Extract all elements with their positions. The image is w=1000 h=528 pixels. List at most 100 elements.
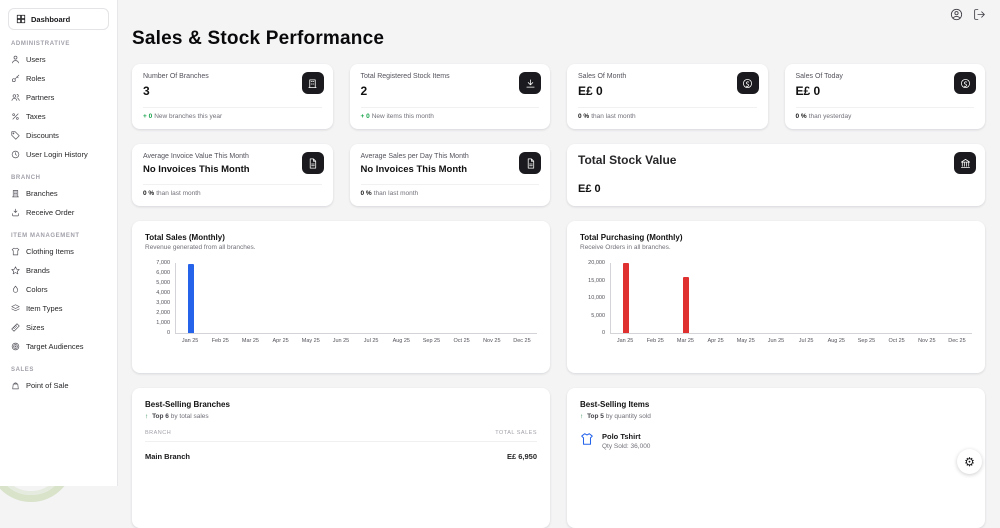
main-content: Sales & Stock Performance Number Of Bran… <box>117 0 1000 528</box>
total-purchasing-monthly-chart: Total Purchasing (Monthly) Receive Order… <box>567 221 985 373</box>
key-icon <box>11 74 20 83</box>
sidebar-item-item-types[interactable]: Item Types <box>0 299 117 318</box>
bar-slot <box>236 263 266 333</box>
bar-slot <box>761 263 791 333</box>
subtitle-strong: Top 6 <box>152 413 169 420</box>
bar-slot <box>356 263 386 333</box>
page-title: Sales & Stock Performance <box>132 28 385 49</box>
bar-slot <box>822 263 852 333</box>
card-value: No Invoices This Month <box>143 164 250 175</box>
x-tick-label: Mar 25 <box>241 338 259 344</box>
bar-slot <box>701 263 731 333</box>
delta-text: than last month <box>156 190 201 197</box>
plot-area: Jan 25 Feb 25 Mar 25 Apr 25 May 25 Jun 25 Jul … <box>610 263 972 344</box>
sidebar-item-colors[interactable]: Colors <box>0 280 117 299</box>
branch-name: Main Branch <box>145 452 191 461</box>
tag-icon <box>11 131 20 140</box>
section-label-sales: SALES <box>11 367 35 373</box>
sidebar-item-sizes[interactable]: Sizes <box>0 318 117 337</box>
x-tick-label: Jul 25 <box>798 338 814 344</box>
stat-cards-row-1: Number Of Branches 3 + 0 New branches thi… <box>132 64 985 129</box>
subtitle-rest: by total sales <box>170 413 209 420</box>
sidebar-item-roles[interactable]: Roles <box>0 69 117 88</box>
stat-card-average-invoice-value: Average Invoice Value This Month No Invo… <box>132 144 333 206</box>
tshirt-icon <box>581 433 593 445</box>
sidebar-item-taxes[interactable]: Taxes <box>0 107 117 126</box>
bar <box>623 263 630 333</box>
ruler-icon <box>11 323 20 332</box>
card-subtext: + 0 New items this month <box>360 107 539 120</box>
x-tick-label: Oct 25 <box>888 338 905 344</box>
x-tick-label: Nov 25 <box>483 338 501 344</box>
card-title: Number Of Branches <box>143 73 209 80</box>
sidebar-item-user-login-history[interactable]: User Login History <box>0 145 117 164</box>
x-tick-label: May 25 <box>736 338 755 344</box>
bar-slot <box>731 263 761 333</box>
sidebar-item-clothing-items[interactable]: Clothing Items <box>0 242 117 261</box>
total-sales-monthly-chart: Total Sales (Monthly) Revenue generated … <box>132 221 550 373</box>
branch-total: E£ 6,950 <box>506 452 537 461</box>
subtitle-rest: by quantity sold <box>605 413 651 420</box>
currency-chip-icon <box>954 72 976 94</box>
sidebar-brand-dashboard[interactable]: Dashboard <box>8 8 109 30</box>
table-row[interactable]: Main Branch E£ 6,950 <box>145 442 537 471</box>
stat-card-sales-of-month: Sales Of Month E£ 0 0 % than last month <box>567 64 768 129</box>
x-tick-label: Jul 25 <box>363 338 379 344</box>
bar <box>683 277 690 333</box>
profile-button[interactable] <box>950 8 963 24</box>
bar-slot <box>791 263 821 333</box>
x-tick-label: Jan 25 <box>181 338 199 344</box>
bar-slot <box>912 263 942 333</box>
y-tick-label: 5,000 <box>591 312 605 319</box>
percent-icon <box>12 113 19 120</box>
shopping-bag-icon <box>12 382 19 390</box>
bar-chart: 0 1,000 2,000 3,000 4,000 5,000 6,000 7,000 Jan… <box>145 260 537 344</box>
bar-slot <box>266 263 296 333</box>
bar <box>188 263 195 333</box>
card-subtext: + 0 New branches this year <box>143 107 322 120</box>
stat-cards-row-2: Average Invoice Value This Month No Invo… <box>132 144 985 206</box>
bar-slot <box>296 263 326 333</box>
sidebar-item-branches[interactable]: Branches <box>0 184 117 203</box>
y-axis: 0 5,000 10,000 15,000 20,000 <box>580 260 610 336</box>
chart-title: Total Sales (Monthly) <box>145 233 225 242</box>
sidebar-item-brands[interactable]: Brands <box>0 261 117 280</box>
sidebar-item-receive-order[interactable]: Receive Order <box>0 203 117 222</box>
stock-download-chip-icon <box>519 72 541 94</box>
logout-button[interactable] <box>973 8 986 24</box>
card-title: Total Stock Value <box>578 153 677 167</box>
column-total-sales: TOTAL SALES <box>495 430 537 436</box>
list-item[interactable]: Polo Tshirt Qty Sold: 36,000 <box>580 432 972 450</box>
sidebar-item-label: Colors <box>26 285 48 294</box>
section-label-branch: BRANCH <box>11 175 41 181</box>
sidebar-item-partners[interactable]: Partners <box>0 88 117 107</box>
sidebar-item-discounts[interactable]: Discounts <box>0 126 117 145</box>
y-tick-label: 1,000 <box>156 320 170 326</box>
delta-value: + 0 <box>143 113 153 120</box>
sidebar: Dashboard ADMINISTRATIVE Users Roles Par… <box>0 0 118 486</box>
bar-slot <box>852 263 882 333</box>
inbox-download-icon <box>12 208 19 217</box>
sidebar-item-users[interactable]: Users <box>0 50 117 69</box>
sidebar-item-label: Receive Order <box>26 208 75 217</box>
x-axis-labels: Jan 25 Feb 25 Mar 25 Apr 25 May 25 Jun 25 Jul … <box>175 338 537 344</box>
layers-icon <box>11 304 20 312</box>
bar-slot <box>882 263 912 333</box>
sidebar-item-label: User Login History <box>26 150 88 159</box>
sidebar-item-point-of-sale[interactable]: Point of Sale <box>0 376 117 395</box>
bar-slot <box>671 263 701 333</box>
bars <box>610 263 972 334</box>
sidebar-item-label: Target Audiences <box>26 342 84 351</box>
y-tick-label: 0 <box>166 330 170 336</box>
subtitle-strong: Top 5 <box>587 413 604 420</box>
sidebar-item-label: Clothing Items <box>26 247 74 256</box>
card-value: E£ 0 <box>578 183 601 195</box>
bar-slot <box>477 263 507 333</box>
x-tick-label: Sep 25 <box>857 338 876 344</box>
arrow-up-icon: ↑ <box>145 413 149 420</box>
sidebar-item-target-audiences[interactable]: Target Audiences <box>0 337 117 356</box>
dashboard-grid-icon <box>16 14 26 24</box>
tshirt-icon <box>11 247 20 256</box>
settings-fab[interactable]: ⚙ <box>957 449 982 474</box>
sidebar-item-label: Discounts <box>26 131 59 140</box>
